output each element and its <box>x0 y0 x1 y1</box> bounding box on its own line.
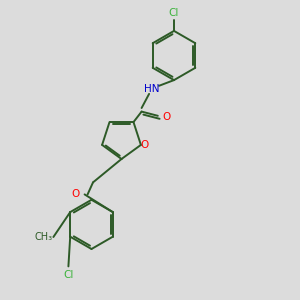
Text: CH₃: CH₃ <box>34 232 52 242</box>
Text: HN: HN <box>144 84 160 94</box>
Text: O: O <box>162 112 171 122</box>
Text: Cl: Cl <box>169 8 179 18</box>
Text: O: O <box>140 140 149 150</box>
Text: Cl: Cl <box>63 270 74 280</box>
Text: O: O <box>71 189 80 200</box>
